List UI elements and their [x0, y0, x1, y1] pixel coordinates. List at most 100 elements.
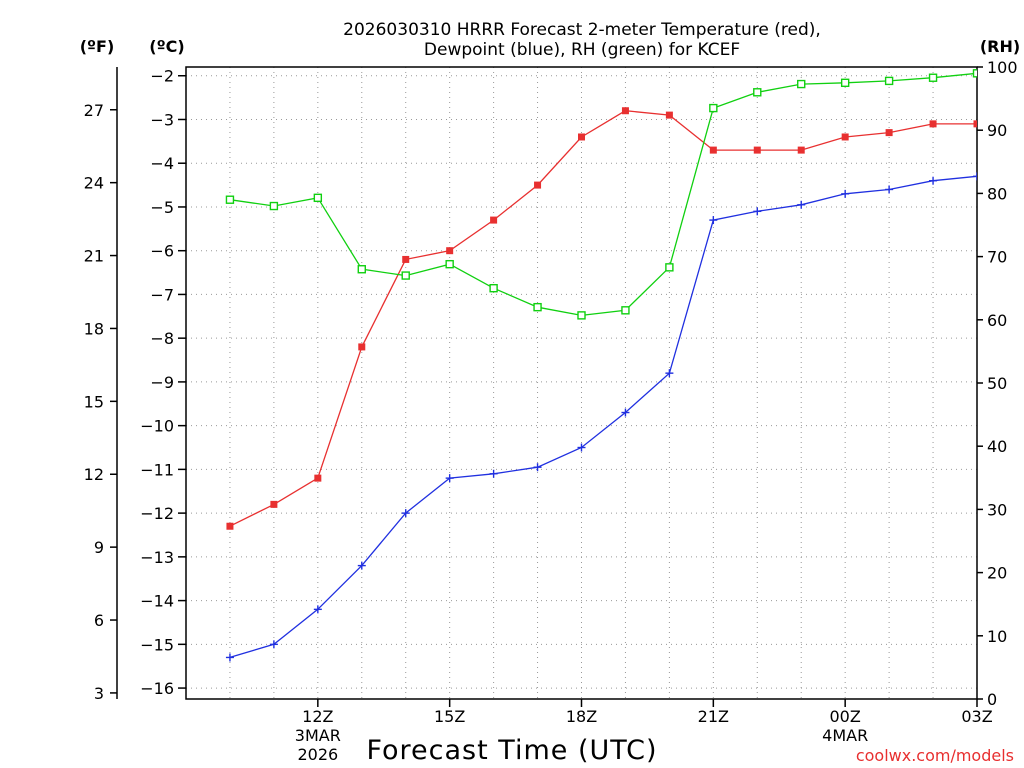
series-dewpoint	[225, 159, 1024, 662]
celsius-tick-label: −16	[140, 679, 174, 698]
year-label: 2026	[297, 745, 338, 764]
temperature-point	[578, 133, 585, 141]
rh-point	[313, 193, 323, 203]
fahrenheit-tick-label: 12	[84, 465, 104, 484]
celsius-tick-label: −15	[140, 635, 174, 654]
rh-point	[225, 195, 235, 204]
rh-point	[928, 73, 938, 82]
temperature-point	[534, 181, 542, 189]
rh-axis-label: (RH)	[980, 37, 1020, 56]
temperature-point	[314, 474, 322, 482]
rh-tick-label: 40	[987, 437, 1007, 456]
dewpoint-point	[313, 605, 322, 614]
fahrenheit-tick-label: 27	[84, 101, 104, 120]
celsius-tick-label: −5	[150, 198, 174, 217]
dewpoint-point	[533, 463, 542, 472]
dewpoint-point	[709, 216, 718, 225]
time-tick-label: 12Z	[302, 707, 333, 726]
rh-tick-label: 30	[987, 500, 1007, 519]
rh-point	[1017, 69, 1024, 76]
dewpoint-point	[973, 172, 977, 181]
celsius-tick-label: −4	[150, 154, 174, 173]
rh-point	[797, 79, 806, 89]
rh-tick-label: 50	[987, 374, 1007, 393]
dewpoint-point	[577, 443, 586, 452]
fahrenheit-tick-label: 24	[84, 174, 104, 193]
time-tick-label: 03Z	[961, 707, 992, 726]
dewpoint-point	[885, 185, 894, 194]
dewpoint-point	[269, 640, 278, 649]
temperature-point	[797, 146, 805, 154]
rh-point	[972, 69, 977, 78]
dewpoint-point	[225, 653, 234, 662]
rh-point	[445, 259, 454, 269]
celsius-tick-label: −13	[140, 548, 174, 567]
rh-tick-label: 60	[987, 311, 1007, 330]
fahrenheit-tick-label: 21	[84, 247, 104, 266]
celsius-tick-label: −8	[150, 329, 174, 348]
rh-point	[709, 103, 718, 113]
x-axis-label: Forecast Time (UTC)	[366, 735, 657, 766]
grid-lines	[185, 67, 978, 699]
celsius-tick-labels: −2 −3 −4 −5 −6 −7 −8 −9 −10 −11 −12 −13 −14 −15 −16	[140, 67, 186, 698]
temperature-point	[665, 111, 673, 119]
series-temperature	[226, 107, 1024, 530]
temperature-point	[490, 216, 498, 224]
temperature-point	[358, 343, 366, 351]
rh-tick-label: 80	[987, 184, 1007, 203]
fahrenheit-tick-label: 9	[94, 538, 104, 557]
credit-text: coolwx.com/models	[856, 746, 1014, 765]
rh-point	[621, 306, 630, 315]
temperature-point	[709, 146, 717, 154]
rh-point	[665, 263, 674, 272]
temperature-point	[270, 500, 278, 508]
rh-tick-label: 20	[987, 564, 1007, 583]
temperature-point	[753, 146, 761, 154]
rh-tick-labels: 0 10 20 30 40 50 60 70 80 90 100	[977, 58, 1018, 709]
celsius-tick-label: −2	[150, 67, 174, 86]
time-tick-label: 00Z	[830, 707, 861, 726]
date-label: 4MAR	[822, 726, 868, 745]
celsius-tick-label: −14	[140, 592, 174, 611]
rh-tick-label: 10	[987, 627, 1007, 646]
time-tick-label: 21Z	[698, 707, 729, 726]
dewpoint-point	[445, 474, 454, 483]
dewpoint-point	[357, 561, 366, 570]
axes	[116, 66, 978, 700]
rh-tick-label: 0	[987, 690, 997, 709]
dewpoint-point	[841, 189, 850, 198]
rh-point	[533, 302, 542, 312]
series-line-temperature	[229, 110, 977, 527]
rh-tick-label: 90	[987, 121, 1007, 140]
rh-point	[357, 265, 366, 274]
celsius-tick-label: −6	[150, 242, 174, 261]
temperature-point	[402, 255, 410, 263]
rh-tick-label: 70	[987, 248, 1007, 267]
dewpoint-point	[797, 200, 806, 209]
temperature-point	[841, 133, 849, 141]
rh-point	[753, 88, 762, 97]
celsius-tick-label: −10	[140, 417, 174, 436]
temperature-point	[621, 107, 629, 115]
temperature-point	[226, 522, 234, 530]
temperature-point	[1017, 107, 1024, 114]
rh-point	[884, 76, 894, 86]
rh-tick-label: 100	[987, 58, 1018, 77]
temperature-point	[885, 129, 893, 137]
series-layer	[225, 69, 1024, 662]
celsius-tick-label: −3	[150, 110, 174, 129]
dewpoint-point	[753, 207, 762, 216]
chart-title-line2: Dewpoint (blue), RH (green) for KCEF	[424, 40, 740, 60]
rh-point	[401, 271, 410, 280]
chart-title-line1: 2026030310 HRRR Forecast 2-meter Tempera…	[343, 20, 821, 40]
temperature-point	[446, 247, 454, 255]
fahrenheit-tick-label: 15	[84, 392, 104, 411]
celsius-tick-label: −11	[140, 460, 174, 479]
temperature-point	[973, 120, 977, 128]
rh-point	[269, 201, 279, 211]
fahrenheit-tick-label: 3	[94, 684, 104, 703]
fahrenheit-axis-label: (ºF)	[80, 37, 115, 56]
dewpoint-point	[1017, 159, 1024, 167]
